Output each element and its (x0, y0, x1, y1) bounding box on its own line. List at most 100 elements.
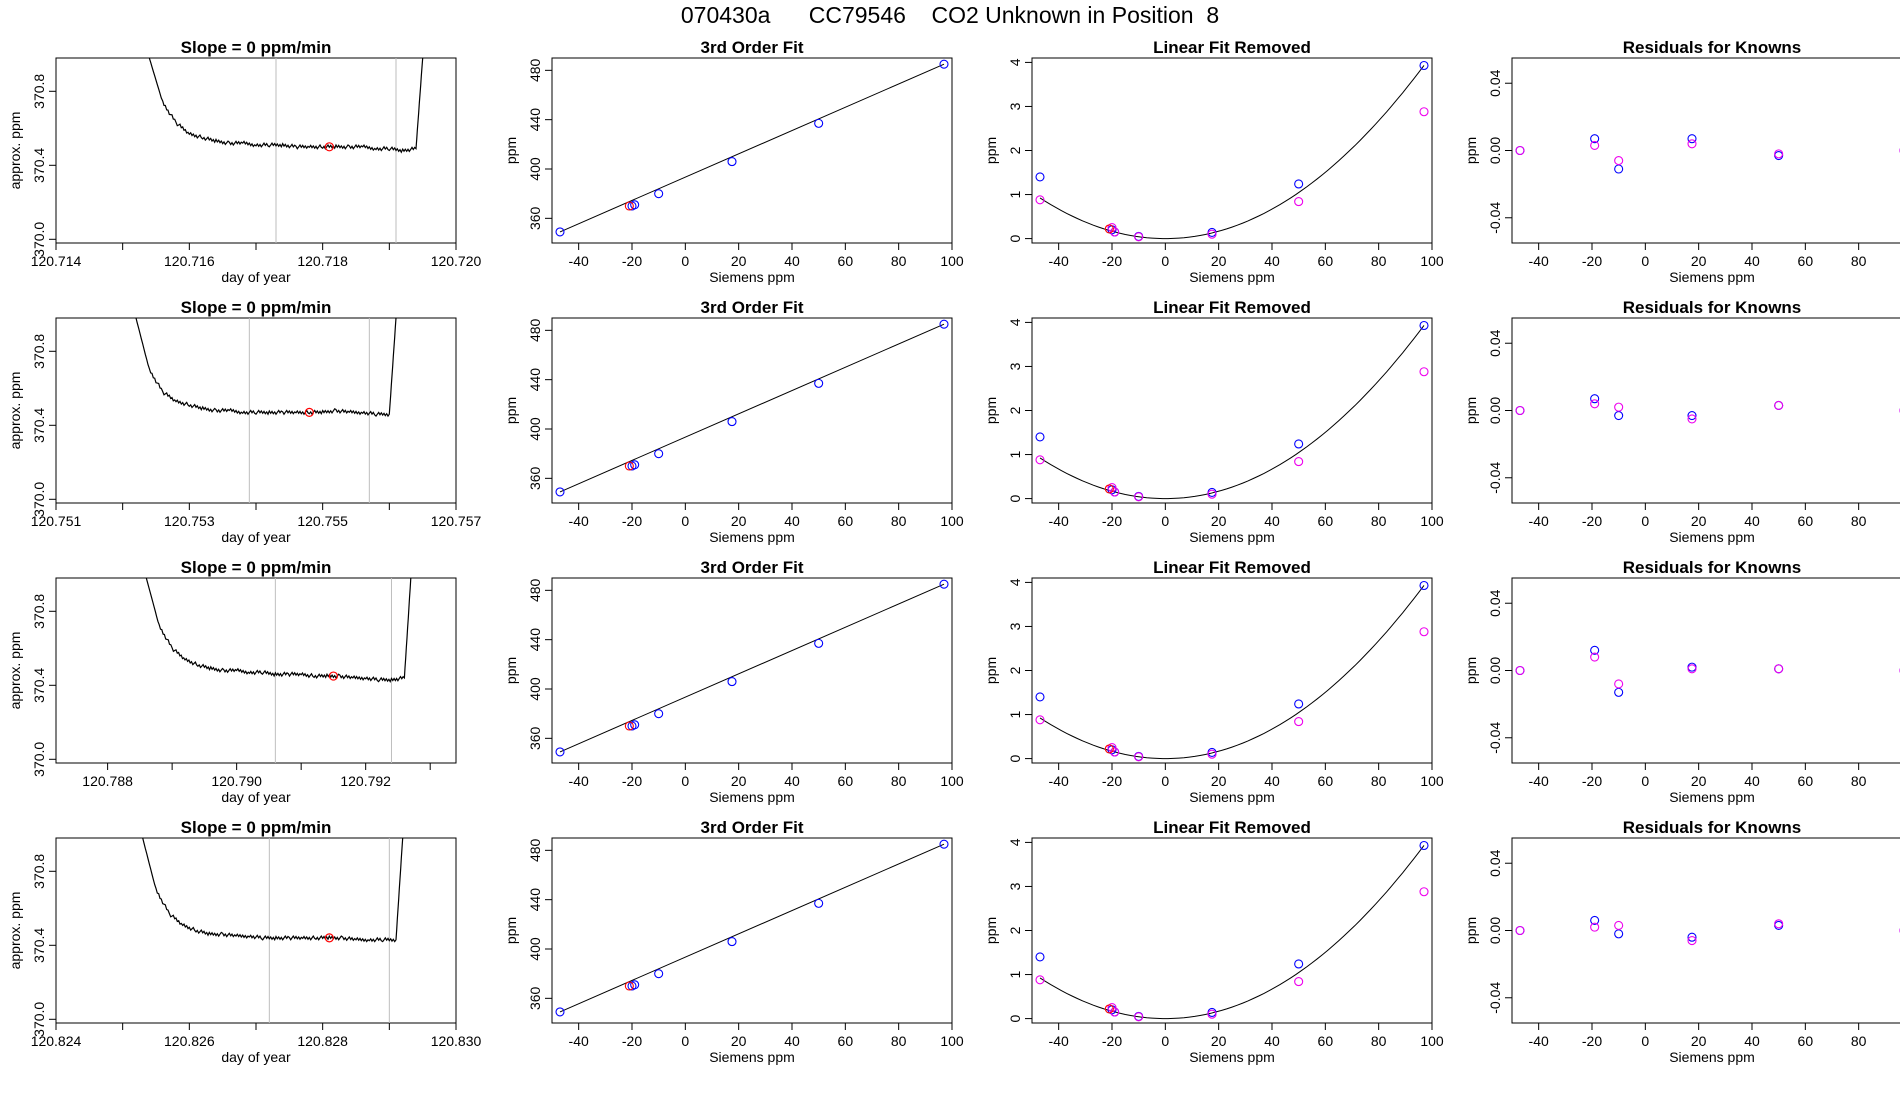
x-tick-label: 60 (838, 513, 854, 529)
panel-title: Linear Fit Removed (1153, 298, 1311, 317)
y-axis-label: ppm (503, 657, 519, 684)
panel-title: Linear Fit Removed (1153, 558, 1311, 577)
x-tick-label: 80 (1851, 513, 1867, 529)
data-point-known-raw (1134, 1012, 1144, 1022)
x-tick-label: 20 (1691, 253, 1707, 269)
data-point-known-fit (727, 417, 737, 427)
x-tick-label: 40 (784, 253, 800, 269)
x-tick-label: 40 (1744, 253, 1760, 269)
x-tick-label: 0 (1641, 513, 1649, 529)
data-point-known-fit (939, 59, 949, 69)
y-tick-label: 400 (527, 157, 543, 181)
x-tick-label: 100 (1420, 513, 1444, 529)
x-tick-label: -20 (1102, 773, 1122, 789)
x-tick-label: -40 (1049, 1033, 1069, 1049)
unknown-point (1104, 484, 1114, 494)
x-tick-label: 40 (1264, 773, 1280, 789)
panel-r4-c4: Residuals for Knowns-40-20020406080100-0… (1463, 818, 1900, 1065)
x-axis-label: Siemens ppm (1669, 1049, 1755, 1065)
x-tick-label: 80 (1851, 1033, 1867, 1049)
y-tick-label: 4 (1007, 318, 1023, 326)
plot-frame (55, 837, 457, 1024)
plot-area (1515, 645, 1900, 697)
x-axis-label: Siemens ppm (709, 789, 795, 805)
x-tick-label: 60 (1318, 1033, 1334, 1049)
x-axis-label: Siemens ppm (1669, 269, 1755, 285)
x-tick-label: 120.826 (164, 1033, 215, 1049)
x-tick-label: 40 (784, 513, 800, 529)
data-point-known-fit (1035, 692, 1045, 702)
panel-title: Residuals for Knowns (1623, 38, 1802, 57)
x-tick-label: 40 (1264, 513, 1280, 529)
panel-r3-c4: Residuals for Knowns-40-20020406080100-0… (1463, 558, 1900, 805)
x-tick-label: 40 (1744, 513, 1760, 529)
x-tick-label: 20 (1211, 253, 1227, 269)
x-tick-label: 0 (1161, 253, 1169, 269)
data-point-known-raw (1687, 664, 1697, 674)
y-tick-label: 370.0 (31, 222, 47, 257)
data-point-known-raw (1590, 140, 1600, 151)
x-axis-label: Siemens ppm (1189, 529, 1275, 545)
x-tick-label: 80 (1371, 773, 1387, 789)
unknown-point (624, 201, 634, 211)
data-point-known-raw (1774, 664, 1784, 674)
unknown-point (324, 142, 334, 152)
y-axis-label: ppm (983, 397, 999, 424)
unknown-point (328, 671, 339, 681)
x-tick-label: -40 (1049, 513, 1069, 529)
data-point-known-fit (654, 969, 664, 979)
y-tick-label: 1 (1007, 710, 1023, 718)
data-point-known-raw (1614, 156, 1624, 166)
data-point-known-fit (727, 677, 737, 687)
y-tick-label: -0.04 (1487, 202, 1503, 234)
panel-title: Residuals for Knowns (1623, 298, 1802, 317)
y-tick-label: 400 (527, 677, 543, 701)
plot-area (1035, 580, 1429, 762)
x-axis-label: Siemens ppm (1189, 789, 1275, 805)
panel-title: Linear Fit Removed (1153, 818, 1311, 837)
y-tick-label: 370.8 (31, 854, 47, 889)
x-axis-label: Siemens ppm (1189, 269, 1275, 285)
data-point-known-raw (1110, 1007, 1120, 1017)
data-point-known-fit (654, 449, 664, 459)
x-tick-label: 120.755 (297, 513, 348, 529)
data-point-known-fit (630, 720, 640, 730)
unknown-point (304, 407, 314, 417)
data-point-known-fit (1590, 394, 1600, 404)
y-tick-label: 370.8 (31, 594, 47, 629)
panel-r3-c3: Linear Fit Removed -40 -20 0 20 40 60 80 100 0 1 2 3… (983, 558, 1444, 805)
y-tick-label: 1 (1007, 970, 1023, 978)
data-point-known-fit (1687, 134, 1697, 144)
x-tick-label: -20 (1582, 253, 1602, 269)
data-point-known-fit (1419, 320, 1429, 331)
y-tick-label: 1 (1007, 190, 1023, 198)
x-tick-label: 120.753 (164, 513, 215, 529)
x-tick-label: 120.790 (211, 773, 262, 789)
data-point-known-raw (1687, 414, 1697, 424)
x-tick-label: 80 (1851, 253, 1867, 269)
y-tick-label: 3 (1007, 622, 1023, 630)
x-tick-label: 20 (1691, 513, 1707, 529)
x-tick-label: 80 (891, 513, 907, 529)
x-axis-label: Siemens ppm (1669, 789, 1755, 805)
plot-area (555, 319, 949, 497)
data-point-known-raw (1515, 145, 1525, 156)
y-tick-label: 0.00 (1487, 397, 1503, 424)
plot-area (555, 59, 949, 237)
y-tick-label: 360 (527, 206, 543, 230)
x-tick-label: 40 (1264, 1033, 1280, 1049)
x-tick-label: 40 (784, 1033, 800, 1049)
x-tick-label: 120.757 (431, 513, 482, 529)
data-point-known-raw (1207, 229, 1217, 239)
x-tick-label: 100 (940, 513, 964, 529)
panel-r1-c4: Residuals for Knowns-40-20020406080100-0… (1463, 38, 1900, 285)
plot-area (142, 838, 404, 1023)
y-tick-label: 480 (527, 58, 543, 82)
x-tick-label: -20 (1102, 513, 1122, 529)
y-tick-label: -0.04 (1487, 462, 1503, 494)
data-point-known-raw (1035, 195, 1045, 205)
plot-area (555, 579, 949, 757)
x-tick-label: 120.824 (31, 1033, 82, 1049)
data-point-known-raw (1774, 919, 1784, 929)
